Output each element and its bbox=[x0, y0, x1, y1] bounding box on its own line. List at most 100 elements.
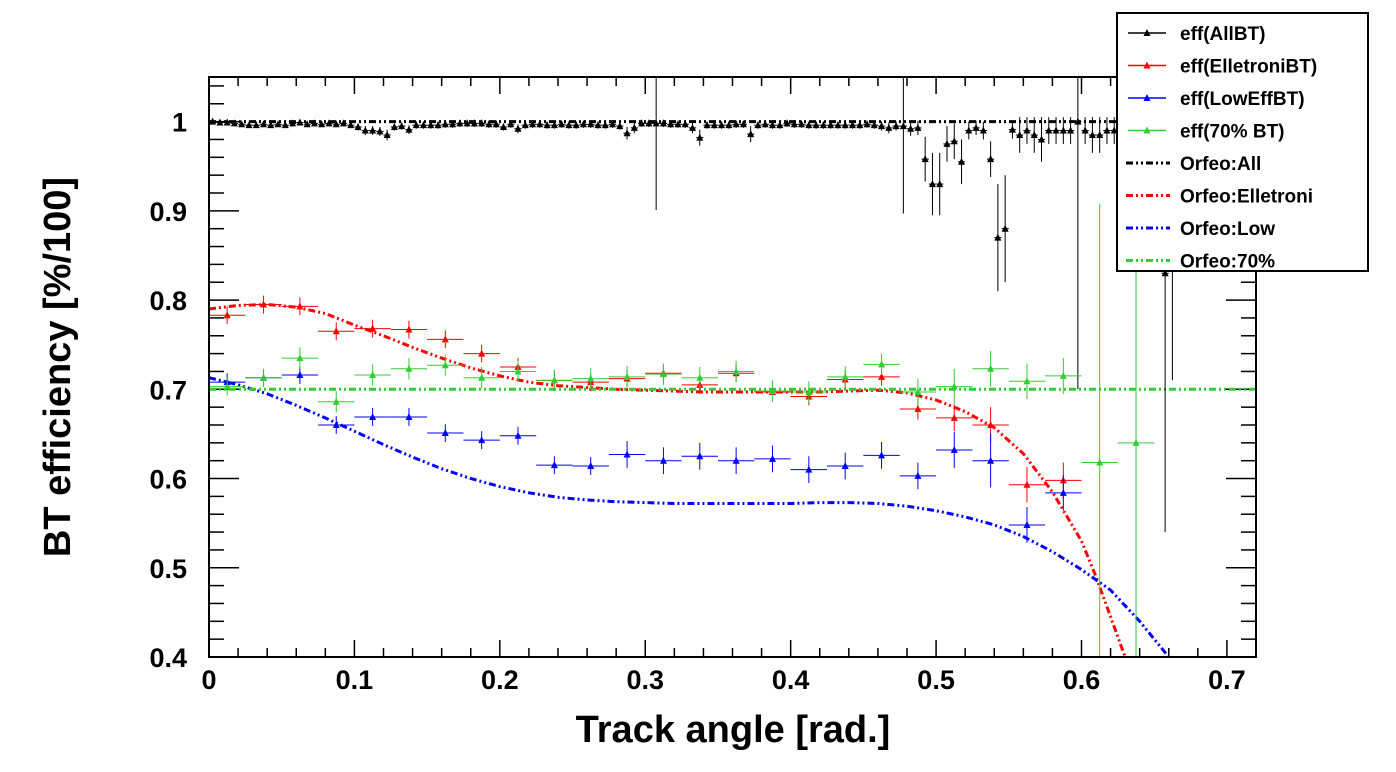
data-point-marker bbox=[761, 120, 769, 128]
y-tick-label: 0.5 bbox=[149, 554, 187, 584]
data-point-marker bbox=[514, 431, 522, 439]
data-point-marker bbox=[550, 121, 558, 129]
y-tick-label: 0.6 bbox=[149, 465, 187, 495]
data-point-marker bbox=[950, 137, 958, 145]
data-point-marker bbox=[776, 121, 784, 129]
data-point-marker bbox=[369, 126, 377, 134]
data-point-marker bbox=[252, 121, 260, 129]
legend-marker bbox=[1143, 29, 1151, 36]
data-point-marker bbox=[878, 360, 886, 368]
data-point-marker bbox=[659, 456, 667, 464]
data-point-marker bbox=[921, 155, 929, 163]
legend-label: Orfeo:Low bbox=[1180, 219, 1275, 240]
x-tick-label: 0.4 bbox=[772, 665, 810, 695]
data-point-marker bbox=[529, 120, 537, 128]
data-point-marker bbox=[223, 382, 231, 390]
data-point-marker bbox=[1110, 126, 1118, 134]
data-point-marker bbox=[601, 121, 609, 129]
data-point-marker bbox=[928, 180, 936, 188]
x-tick-label: 0.1 bbox=[336, 665, 374, 695]
data-point-marker bbox=[812, 121, 820, 129]
data-point-marker bbox=[1023, 520, 1031, 528]
data-point-marker bbox=[514, 367, 522, 375]
data-point-marker bbox=[1023, 126, 1031, 134]
data-point-marker bbox=[696, 133, 704, 141]
data-point-marker bbox=[732, 456, 740, 464]
legend-item-eff-70-bt-: eff(70% BT) bbox=[1128, 122, 1285, 143]
data-point-marker bbox=[216, 118, 224, 126]
data-point-marker bbox=[332, 397, 340, 405]
y-tick-label: 0.4 bbox=[149, 643, 187, 673]
data-point-marker bbox=[674, 120, 682, 128]
data-point-marker bbox=[303, 120, 311, 128]
data-point-marker bbox=[296, 371, 304, 379]
data-point-marker bbox=[732, 367, 740, 375]
data-point-marker bbox=[209, 117, 217, 125]
data-point-marker bbox=[347, 121, 355, 129]
data-point-marker bbox=[768, 454, 776, 462]
x-tick-label: 0.2 bbox=[481, 665, 519, 695]
data-point-marker bbox=[267, 121, 275, 129]
data-point-marker bbox=[594, 121, 602, 129]
data-point-marker bbox=[841, 121, 849, 129]
data-point-marker bbox=[718, 121, 726, 129]
data-point-marker bbox=[936, 180, 944, 188]
data-point-marker bbox=[550, 376, 558, 384]
legend-item-orfeo-low: Orfeo:Low bbox=[1126, 219, 1275, 240]
legend-marker bbox=[1143, 61, 1151, 69]
data-point-marker bbox=[340, 119, 348, 127]
data-point-marker bbox=[950, 445, 958, 453]
data-point-marker bbox=[434, 121, 442, 129]
data-point-marker bbox=[732, 120, 740, 128]
data-point-marker bbox=[805, 121, 813, 129]
data-point-marker bbox=[405, 125, 413, 133]
data-point-marker bbox=[361, 126, 369, 134]
legend: eff(AllBT) eff(ElletroniBT) eff(LowEffBT) e… bbox=[1116, 12, 1369, 273]
data-point-marker bbox=[1081, 126, 1089, 134]
legend-item-eff-allbt-: eff(AllBT) bbox=[1128, 24, 1265, 45]
data-point-marker bbox=[739, 120, 747, 128]
data-point-marker bbox=[565, 121, 573, 129]
data-point-marker bbox=[390, 122, 398, 130]
data-point-marker bbox=[623, 372, 631, 380]
series-eff-allbt- bbox=[209, 77, 1177, 533]
data-point-marker bbox=[856, 121, 864, 129]
data-point-marker bbox=[514, 124, 522, 132]
data-point-marker bbox=[441, 429, 449, 437]
data-point-marker bbox=[245, 121, 253, 129]
data-point-marker bbox=[1030, 131, 1038, 138]
data-point-marker bbox=[725, 121, 733, 129]
data-point-marker bbox=[507, 120, 515, 128]
data-point-marker bbox=[899, 122, 907, 130]
data-point-marker bbox=[478, 436, 486, 444]
legend-item-orfeo-all: Orfeo:All bbox=[1126, 154, 1261, 175]
data-point-marker bbox=[1096, 458, 1104, 466]
data-point-marker bbox=[950, 413, 958, 421]
data-point-marker bbox=[1008, 125, 1016, 133]
data-point-marker bbox=[987, 421, 995, 428]
data-point-marker bbox=[463, 119, 471, 127]
data-point-marker bbox=[696, 373, 704, 381]
data-point-marker bbox=[521, 121, 529, 129]
x-axis-title: Track angle [rad.] bbox=[576, 709, 891, 751]
data-point-marker bbox=[892, 122, 900, 130]
data-point-marker bbox=[805, 387, 813, 395]
data-point-marker bbox=[798, 120, 806, 128]
data-point-marker bbox=[478, 349, 486, 357]
data-point-marker bbox=[587, 462, 595, 470]
data-point-marker bbox=[696, 452, 704, 460]
data-point-marker bbox=[965, 126, 973, 134]
data-point-marker bbox=[987, 364, 995, 372]
data-point-marker bbox=[848, 121, 856, 129]
legend-label: eff(70% BT) bbox=[1180, 122, 1285, 143]
data-point-marker bbox=[405, 325, 413, 333]
legend-marker bbox=[1143, 126, 1151, 134]
data-point-marker bbox=[834, 121, 842, 129]
data-point-marker bbox=[289, 119, 297, 127]
data-point-marker bbox=[558, 120, 566, 128]
data-point-marker bbox=[456, 119, 464, 127]
data-point-marker bbox=[427, 121, 435, 129]
series-eff-loweffbt- bbox=[209, 366, 1082, 543]
data-point-marker bbox=[863, 120, 871, 128]
